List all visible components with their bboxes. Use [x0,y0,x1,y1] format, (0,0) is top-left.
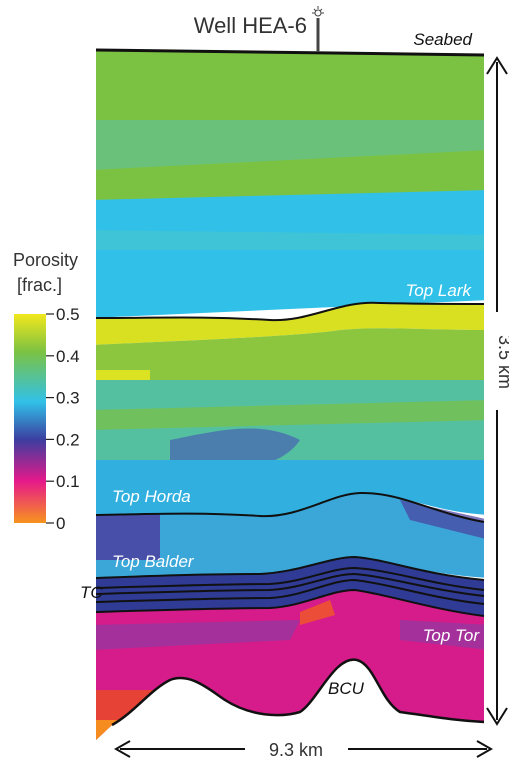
legend-title-line2: [frac.] [17,275,62,295]
legend-tick-label: 0 [56,514,65,533]
legend-tick-label: 0.1 [56,472,80,491]
legend-title-line1: Porosity [13,250,78,270]
vertical-scale-label: 3.5 km [495,335,509,389]
seabed-line [95,48,485,57]
horizontal-scale-label: 9.3 km [269,740,323,760]
bcu-label: BCU [328,679,365,698]
legend-colorbar [14,314,46,523]
band-mid-green [96,400,484,430]
vertical-scale-arrow [486,56,508,726]
band-lark-yellow [96,302,484,345]
well-label: Well HEA-6 [194,13,307,38]
band-upper-cyan [96,190,484,318]
legend-tick-label: 0.3 [56,389,80,408]
horizontal-scale-arrow [113,740,494,758]
band-orange-lens [300,600,335,625]
horizon-lines [95,48,485,727]
top-lark-label: Top Lark [405,281,472,300]
band-horda-purple [96,515,160,560]
seabed-label: Seabed [413,30,472,49]
top-lark-line [95,301,485,322]
top-tor-line [95,588,485,617]
legend-tick-label: 0.4 [56,347,80,366]
top-horda-line [95,491,485,523]
band-teal-streak [96,120,484,170]
well-derrick-icon [312,6,324,52]
band-blue-lens [170,428,300,469]
tc-line-1 [95,566,485,591]
top-balder-label: Top Balder [112,552,195,571]
top-balder-line [95,555,485,581]
tc-line-2 [95,572,485,597]
legend-ticks: 0.5 0.4 0.3 0.2 0.1 0 [46,305,80,533]
legend-tick-label: 0.2 [56,430,80,449]
tc-label: TC [80,583,103,602]
band-lower-cyan [96,460,484,517]
band-horda-purple-right [400,500,484,540]
top-tor-label: Top Tor [423,626,481,645]
band-tor-pink [96,590,484,740]
band-tor-purple [96,620,300,650]
top-horda-label: Top Horda [112,487,191,506]
band-cyan-streak [96,230,484,250]
bcu-line [111,658,485,727]
band-lark-green [96,328,484,380]
legend-tick-label: 0.5 [56,305,80,324]
band-base-orange [96,720,150,740]
band-tor-purple-right [400,620,484,650]
tc-line-3 [95,578,485,605]
